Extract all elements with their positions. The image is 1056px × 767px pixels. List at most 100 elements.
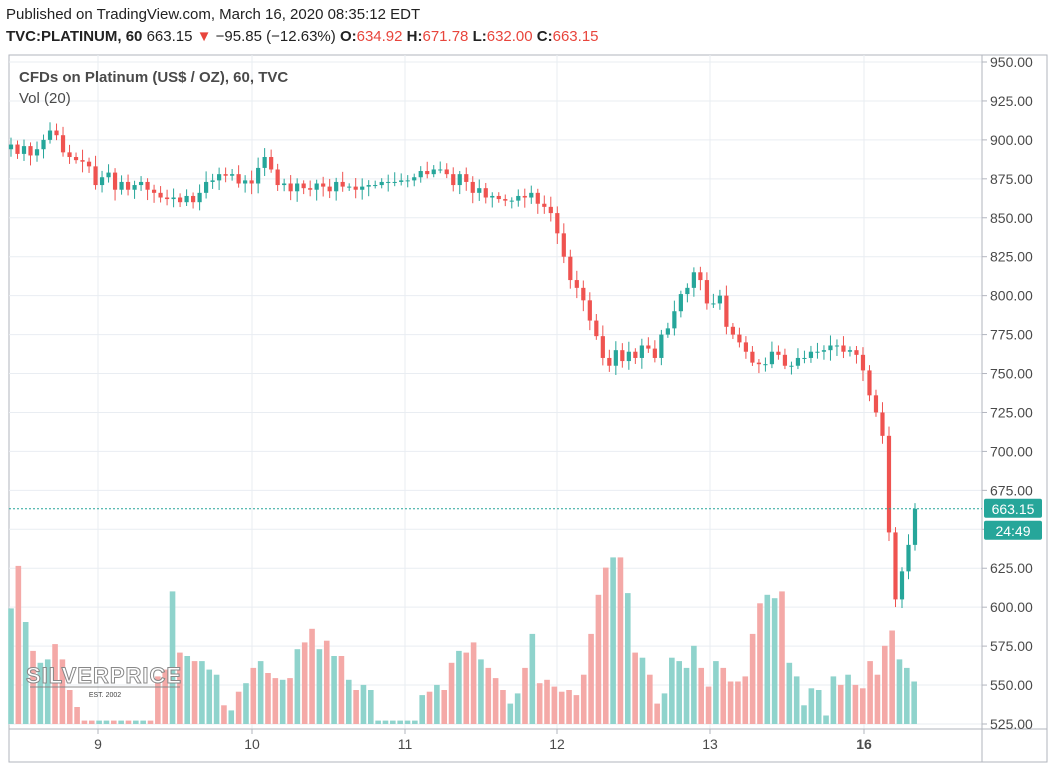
volume-bar <box>177 652 183 724</box>
candle-body <box>106 172 111 178</box>
candle-body <box>607 357 612 366</box>
volume-bar <box>331 656 337 724</box>
chart-frame <box>8 54 1048 763</box>
candle-body <box>821 350 827 352</box>
candle-body <box>431 169 436 175</box>
price-axis[interactable]: 950.00 925.00 900.00 875.00 850.00 825.00 800.… <box>982 54 1033 732</box>
volume-bar <box>360 684 367 724</box>
candle-body <box>555 213 560 234</box>
candle-body <box>678 294 683 312</box>
y-tick-label: 850.00 <box>990 210 1033 226</box>
candle-body <box>860 354 866 371</box>
volume-bar <box>448 662 455 724</box>
grid-lines <box>9 55 982 729</box>
candle-body <box>854 350 859 355</box>
candle-body <box>620 350 625 362</box>
open-label: O: <box>339 28 357 45</box>
volume-bar <box>147 720 154 724</box>
candle-body <box>769 351 775 365</box>
x-tick-label: 16 <box>856 736 872 752</box>
candle-body <box>314 183 319 190</box>
candle-body <box>834 345 840 347</box>
candle-body <box>568 256 573 281</box>
candle-body <box>86 161 92 167</box>
candle-body <box>691 272 696 288</box>
down-arrow-icon: ▼ <box>196 28 212 45</box>
volume-bar <box>720 667 727 724</box>
y-tick-label: 700.00 <box>990 443 1033 459</box>
x-tick-label: 12 <box>549 736 565 752</box>
candle-body <box>789 365 794 367</box>
candle-body <box>652 348 657 358</box>
candle-body <box>295 183 300 192</box>
candle-body <box>73 157 79 161</box>
volume-bar <box>323 640 330 724</box>
volume-bar <box>691 645 697 724</box>
volume-bar <box>896 659 903 724</box>
volume-bar <box>661 693 668 724</box>
y-tick-label: 750.00 <box>990 366 1033 382</box>
volume-bar <box>867 661 873 724</box>
y-tick-label: 950.00 <box>990 54 1033 70</box>
volume-bar <box>544 679 550 724</box>
candle-body <box>600 336 605 358</box>
candle-body <box>808 351 814 358</box>
volume-bar <box>602 567 609 724</box>
volume-bar <box>757 603 763 724</box>
candle-body <box>412 177 417 181</box>
candle-body <box>776 351 781 355</box>
volume-bar <box>287 678 293 724</box>
volume-bar <box>367 690 374 724</box>
volume-bar <box>22 622 29 724</box>
volume-bar <box>228 710 235 724</box>
high-label: H: <box>406 28 423 45</box>
y-tick-label: 725.00 <box>990 404 1033 420</box>
time-axis[interactable]: 9 10 11 12 13 16 <box>94 729 872 752</box>
candle-body <box>8 144 14 150</box>
y-tick-label: 600.00 <box>990 599 1033 615</box>
candle-body <box>893 532 898 600</box>
volume-bar <box>558 691 565 724</box>
volume-bar <box>265 673 271 724</box>
volume-bar <box>654 703 660 724</box>
candle-body <box>249 180 254 184</box>
volume-bar <box>456 650 462 724</box>
low-label: L: <box>472 28 487 45</box>
volume-bar <box>881 645 888 724</box>
volume-bar <box>257 661 264 724</box>
open-value: 634.92 <box>356 28 403 45</box>
countdown-text: 24:49 <box>995 523 1030 539</box>
y-tick-label: 525.00 <box>990 716 1033 732</box>
watermark-est: EST. 2002 <box>89 692 121 699</box>
candle-body <box>795 357 801 366</box>
candle-body <box>418 171 423 178</box>
volume-bar <box>669 657 675 724</box>
volume-bar <box>874 674 881 724</box>
volume-bar <box>889 630 895 724</box>
candle-body <box>613 350 618 366</box>
candle-body <box>379 181 384 186</box>
volume-bar <box>213 674 220 724</box>
volume-bar <box>118 720 124 724</box>
volume-bar <box>375 720 381 724</box>
candle-body <box>750 351 755 363</box>
volume-bar <box>624 593 631 724</box>
candle-body <box>587 300 592 321</box>
volume-bars <box>8 557 917 724</box>
volume-bar <box>140 720 146 724</box>
volume-bar <box>815 690 822 724</box>
candle-body <box>327 186 332 192</box>
volume-bar <box>155 676 161 724</box>
candle-body <box>438 169 443 171</box>
volume-bar <box>823 715 829 724</box>
candle-body <box>177 197 183 203</box>
volume-bar <box>397 720 403 724</box>
candle-body <box>425 171 430 175</box>
volume-bar <box>133 720 139 724</box>
last-price-tag-text: 663.15 <box>992 501 1035 517</box>
candle-body <box>386 181 391 183</box>
countdown-tag <box>984 520 1042 540</box>
volume-bar <box>639 657 646 724</box>
volume-bar <box>96 720 102 724</box>
